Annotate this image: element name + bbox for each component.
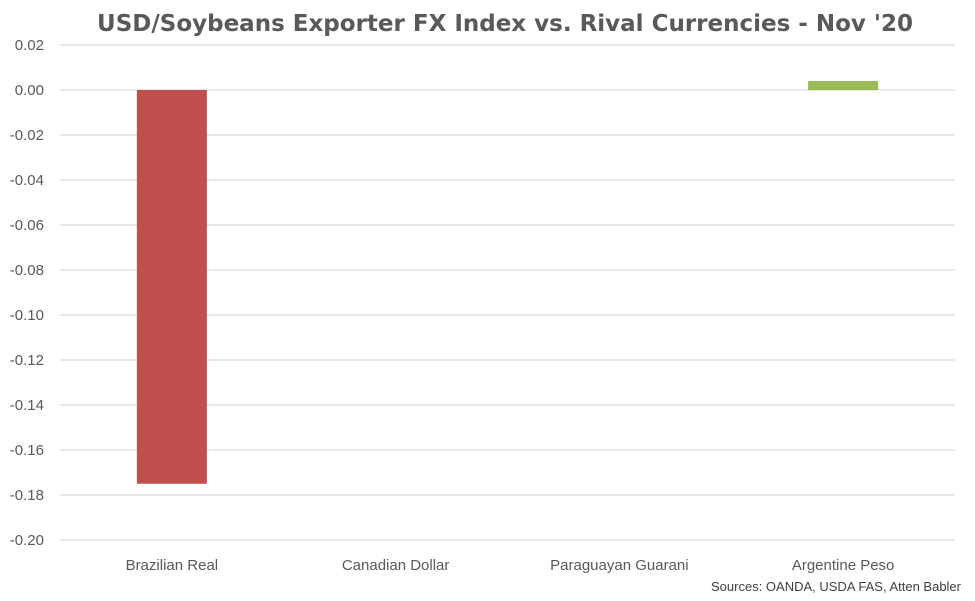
y-tick-label: 0.00 bbox=[15, 82, 44, 99]
x-axis-categories: Brazilian Real Canadian Dollar Paraguayan … bbox=[126, 557, 895, 574]
category-label: Paraguayan Guarani bbox=[550, 557, 688, 574]
gridlines bbox=[60, 44, 955, 541]
bar-argentine-peso bbox=[808, 81, 879, 90]
y-tick-label: 0.02 bbox=[15, 37, 44, 54]
category-label: Canadian Dollar bbox=[342, 557, 450, 574]
category-label: Brazilian Real bbox=[126, 557, 219, 574]
y-tick-label: -0.10 bbox=[10, 307, 44, 324]
y-tick-label: -0.20 bbox=[10, 532, 44, 549]
y-axis-ticks: 0.02 0.00 -0.02 -0.04 -0.06 -0.08 -0.10 -0.12 -0… bbox=[10, 37, 44, 549]
y-tick-label: -0.08 bbox=[10, 262, 44, 279]
y-tick-label: -0.14 bbox=[10, 397, 44, 414]
y-tick-label: -0.12 bbox=[10, 352, 44, 369]
y-tick-label: -0.02 bbox=[10, 127, 44, 144]
y-tick-label: -0.04 bbox=[10, 172, 44, 189]
bars bbox=[136, 81, 879, 484]
source-note: Sources: OANDA, USDA FAS, Atten Babler bbox=[711, 579, 962, 594]
y-tick-label: -0.18 bbox=[10, 487, 44, 504]
bar-brazilian-real bbox=[136, 90, 207, 484]
category-label: Argentine Peso bbox=[792, 557, 895, 574]
chart-title: USD/Soybeans Exporter FX Index vs. Rival… bbox=[97, 11, 913, 37]
y-tick-label: -0.16 bbox=[10, 442, 44, 459]
y-tick-label: -0.06 bbox=[10, 217, 44, 234]
